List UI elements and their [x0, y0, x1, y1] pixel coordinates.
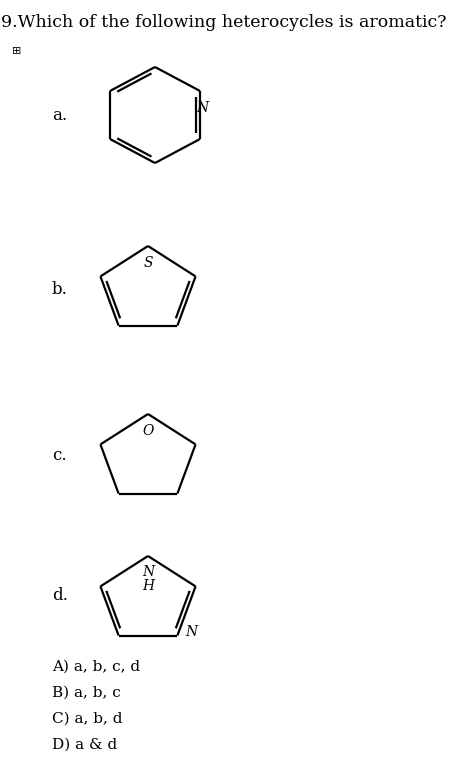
Text: d.: d.: [52, 587, 68, 603]
Text: c.: c.: [52, 446, 66, 463]
Text: N
H: N H: [142, 565, 154, 593]
Text: N: N: [185, 625, 198, 638]
Text: O: O: [142, 424, 154, 438]
Text: ⊞: ⊞: [12, 46, 22, 56]
Text: C) a, b, d: C) a, b, d: [52, 712, 123, 726]
Text: A) a, b, c, d: A) a, b, c, d: [52, 660, 140, 674]
Text: B) a, b, c: B) a, b, c: [52, 686, 121, 700]
Text: N: N: [196, 101, 208, 115]
Text: D) a & d: D) a & d: [52, 738, 117, 752]
Text: 9.Which of the following heterocycles is aromatic?: 9.Which of the following heterocycles is…: [1, 14, 447, 31]
Text: b.: b.: [52, 281, 68, 299]
Text: S: S: [143, 256, 153, 270]
Text: a.: a.: [52, 107, 67, 124]
